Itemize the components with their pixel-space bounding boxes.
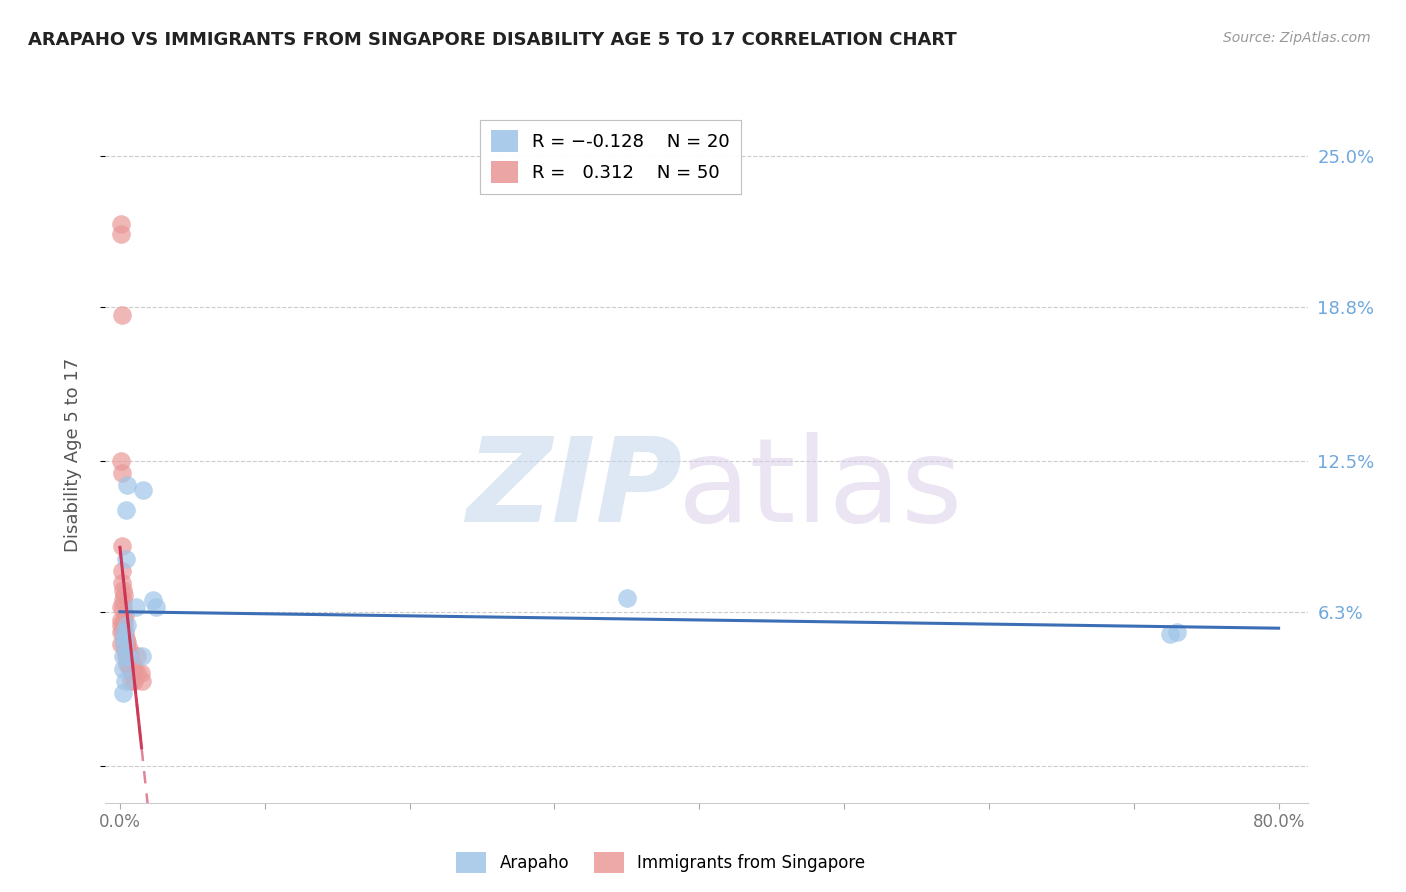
Point xyxy=(115,617,138,632)
Point xyxy=(115,649,138,664)
Point xyxy=(118,642,141,657)
Point xyxy=(117,657,139,671)
Point xyxy=(115,503,138,517)
Point xyxy=(111,686,134,700)
Point xyxy=(114,637,136,651)
Point xyxy=(125,600,148,615)
Point xyxy=(124,661,146,675)
Point xyxy=(121,666,143,681)
Point xyxy=(122,661,145,675)
Point xyxy=(112,637,135,651)
Point xyxy=(145,600,167,615)
Point xyxy=(118,657,141,671)
Point xyxy=(115,478,138,492)
Point xyxy=(132,483,155,498)
Point xyxy=(110,227,132,241)
Point xyxy=(115,632,138,647)
Point xyxy=(110,613,132,627)
Point xyxy=(1166,624,1188,639)
Point xyxy=(112,632,135,647)
Point xyxy=(120,649,142,664)
Point xyxy=(111,600,134,615)
Text: ARAPAHO VS IMMIGRANTS FROM SINGAPORE DISABILITY AGE 5 TO 17 CORRELATION CHART: ARAPAHO VS IMMIGRANTS FROM SINGAPORE DIS… xyxy=(28,31,957,49)
Point xyxy=(117,649,139,664)
Point xyxy=(131,649,153,664)
Point xyxy=(111,583,134,598)
Point xyxy=(110,624,132,639)
Point xyxy=(114,642,136,657)
Point xyxy=(114,673,136,688)
Point xyxy=(127,649,149,664)
Point xyxy=(112,637,135,651)
Point xyxy=(114,607,136,622)
Point xyxy=(115,649,138,664)
Point xyxy=(120,661,142,675)
Point xyxy=(131,666,153,681)
Point xyxy=(112,624,135,639)
Point xyxy=(121,661,143,675)
Point xyxy=(142,593,165,607)
Point xyxy=(110,217,132,231)
Text: Source: ZipAtlas.com: Source: ZipAtlas.com xyxy=(1223,31,1371,45)
Point xyxy=(117,657,139,671)
Point xyxy=(110,454,132,468)
Point xyxy=(114,649,136,664)
Point xyxy=(111,308,134,322)
Point xyxy=(111,540,134,554)
Point xyxy=(111,661,134,675)
Legend: Arapaho, Immigrants from Singapore: Arapaho, Immigrants from Singapore xyxy=(450,846,872,880)
Point xyxy=(112,613,135,627)
Point xyxy=(112,632,135,647)
Point xyxy=(616,591,638,605)
Point xyxy=(110,637,132,651)
Point xyxy=(110,467,132,481)
Point xyxy=(111,593,134,607)
Point xyxy=(114,624,136,639)
Point xyxy=(117,634,139,648)
Point xyxy=(111,576,134,591)
Point xyxy=(111,564,134,578)
Point xyxy=(112,617,135,632)
Point xyxy=(120,673,142,688)
Point xyxy=(115,642,138,657)
Point xyxy=(125,666,148,681)
Point xyxy=(122,673,145,688)
Point xyxy=(112,649,135,664)
Text: ZIP: ZIP xyxy=(467,433,682,547)
Point xyxy=(1159,627,1181,641)
Legend: R = −-0.128    N = 20, R =   0.312    N = 50: R = −-0.128 N = 20, R = 0.312 N = 50 xyxy=(479,120,741,194)
Point xyxy=(110,617,132,632)
Y-axis label: Disability Age 5 to 17: Disability Age 5 to 17 xyxy=(63,358,82,552)
Point xyxy=(112,588,135,602)
Point xyxy=(115,551,138,566)
Text: atlas: atlas xyxy=(678,433,963,547)
Point xyxy=(112,624,135,639)
Point xyxy=(121,657,143,671)
Point xyxy=(114,630,136,644)
Point xyxy=(131,673,153,688)
Point xyxy=(110,600,132,615)
